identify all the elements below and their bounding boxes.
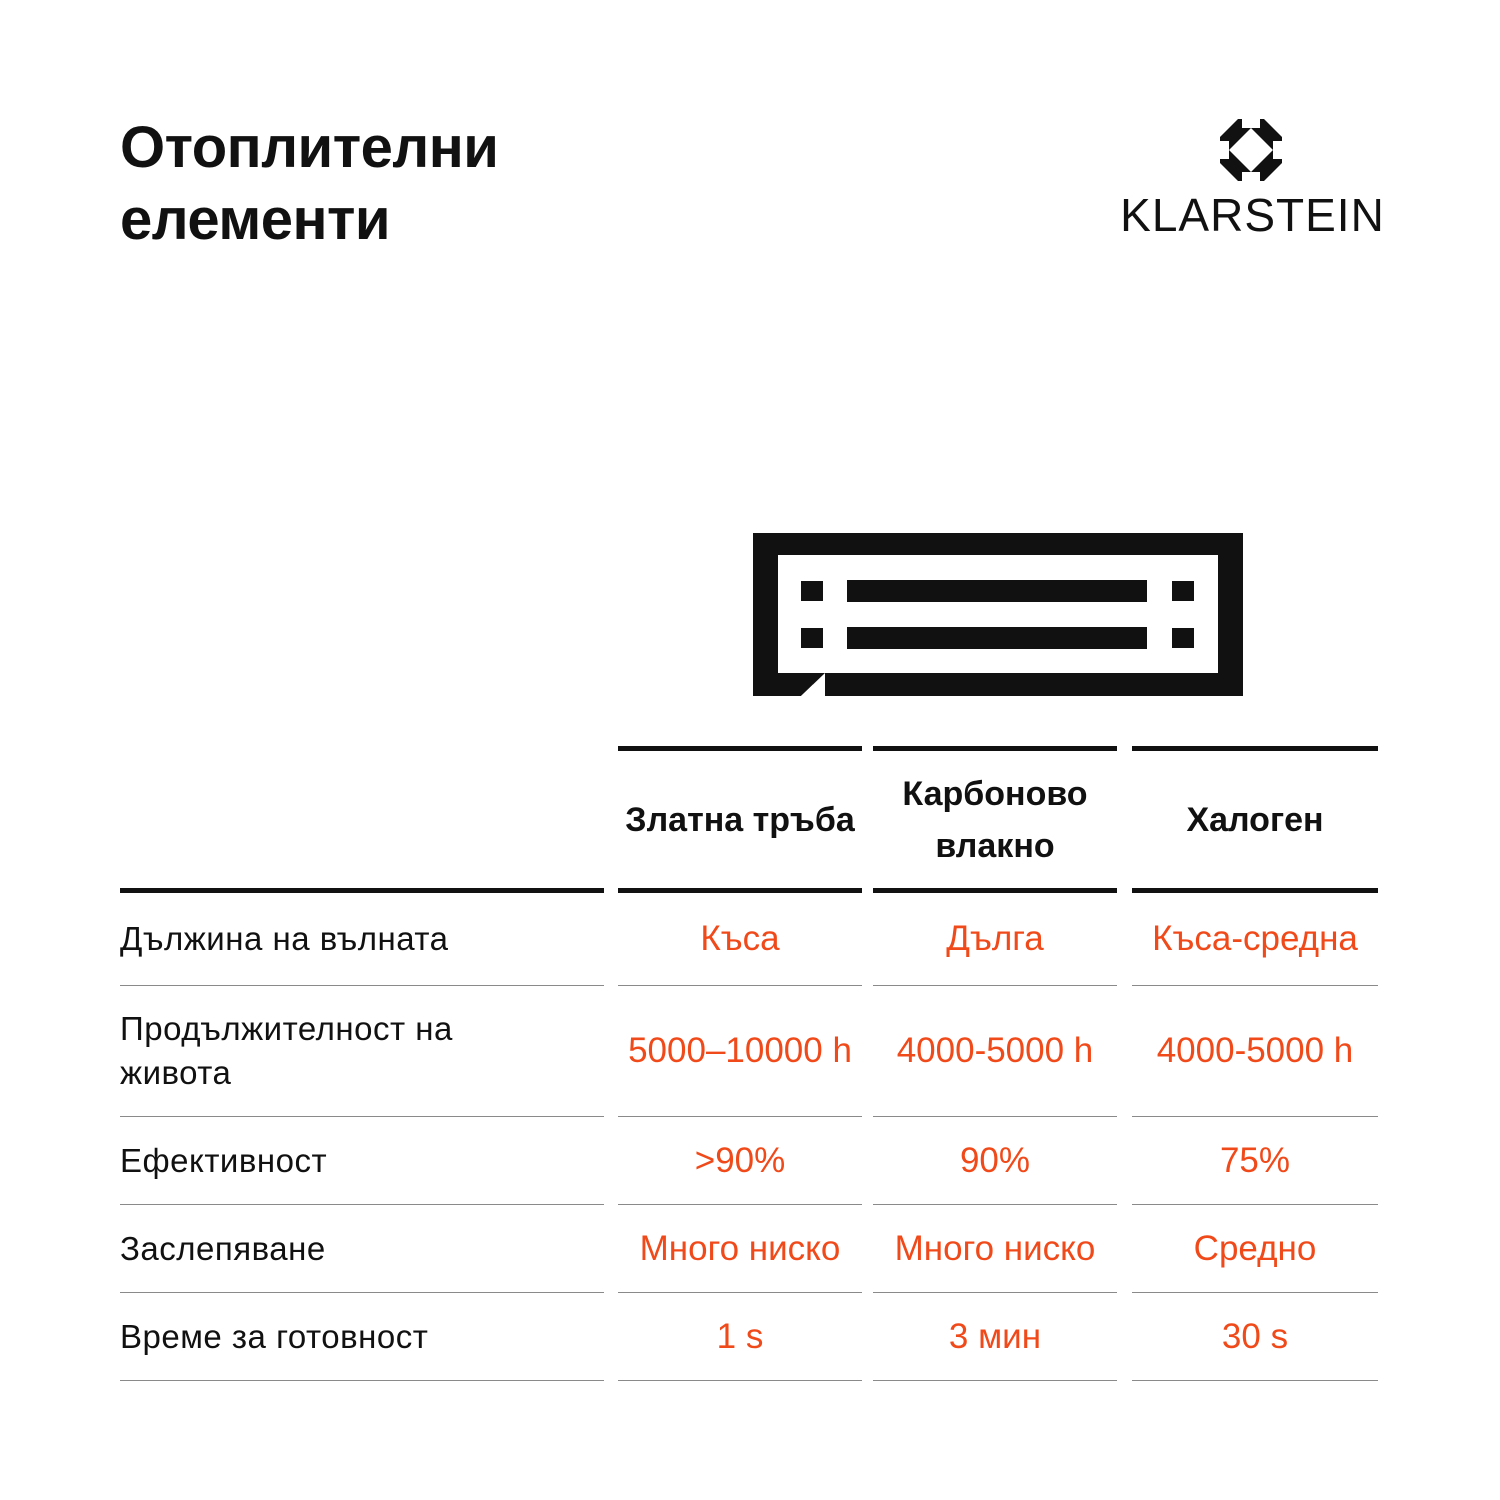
table-row: Време за готовност 1 s 3 мин 30 s: [120, 1293, 1378, 1380]
table-cell: 1 s: [716, 1316, 764, 1356]
page-title-line-1: Отоплителни: [120, 115, 499, 180]
row-divider: [873, 985, 1117, 986]
row-label: Време за готовност: [120, 1317, 429, 1355]
table-cell: Дълга: [946, 919, 1044, 958]
row-divider: [618, 985, 862, 986]
row-divider: [618, 1204, 862, 1205]
table-cell: 75%: [1219, 1140, 1291, 1180]
row-label: Дължина на вълната: [120, 920, 449, 957]
table-cell: Много ниско: [639, 1228, 841, 1268]
table-cell: 3 мин: [948, 1316, 1042, 1356]
page-title-line-2: елементи: [120, 187, 391, 252]
header-bottom-rule: [120, 888, 604, 893]
table-row: Продължителност на живота 5000–10000 h 4…: [120, 986, 1378, 1116]
column-header: Карбоново влакно: [902, 774, 1088, 865]
table-row: Заслепяване Много ниско Много ниско Сред…: [120, 1205, 1378, 1292]
header-bottom-rule: [1132, 888, 1378, 893]
header-bottom-rule: [618, 888, 862, 893]
row-divider: [1132, 1292, 1378, 1293]
table-cell: Много ниско: [894, 1228, 1096, 1268]
row-divider: [873, 1292, 1117, 1293]
row-divider: [873, 1116, 1117, 1117]
page-title: Отоплителни елементи: [120, 112, 499, 256]
column-header: Халоген: [1186, 800, 1324, 839]
table-cell: 4000-5000 h: [896, 1031, 1094, 1070]
table-cell: 4000-5000 h: [1156, 1031, 1354, 1070]
row-divider: [120, 1292, 604, 1293]
row-divider: [120, 1116, 604, 1117]
table-row: Дължина на вълната Къса Дълга Къса-средн…: [120, 893, 1378, 985]
table-cell: Къса: [700, 919, 780, 958]
table-cell: 90%: [959, 1140, 1031, 1180]
brand-logo: KLARSTEIN: [1120, 115, 1385, 245]
row-divider: [618, 1380, 862, 1381]
row-divider: [1132, 1204, 1378, 1205]
column-header: Златна тръба: [625, 800, 855, 839]
row-divider: [120, 1204, 604, 1205]
header-bottom-rule: [873, 888, 1117, 893]
row-label: Продължителност на живота: [120, 1010, 453, 1091]
row-label: Ефективност: [120, 1141, 328, 1179]
row-divider: [1132, 985, 1378, 986]
table-cell: 5000–10000 h: [628, 1031, 852, 1070]
heating-element-icon: [753, 533, 1243, 696]
row-divider: [1132, 1380, 1378, 1381]
header-top-rule: [1132, 746, 1378, 751]
row-divider: [873, 1380, 1117, 1381]
row-divider: [1132, 1116, 1378, 1117]
row-divider: [873, 1204, 1117, 1205]
table-header-row: Златна тръба Карбоново влакно Халоген: [120, 751, 1378, 888]
brand-name: KLARSTEIN: [1120, 189, 1385, 241]
header-top-rule: [618, 746, 862, 751]
row-label: Заслепяване: [120, 1229, 326, 1267]
table-cell: 30 s: [1221, 1316, 1289, 1356]
table-row: Ефективност >90% 90% 75%: [120, 1117, 1378, 1204]
table-cell: Къса-средна: [1152, 919, 1358, 958]
table-cell: >90%: [694, 1140, 786, 1180]
klarstein-octagon-logo-icon: [1220, 119, 1282, 181]
row-divider: [120, 985, 604, 986]
row-divider: [618, 1116, 862, 1117]
row-divider: [618, 1292, 862, 1293]
table-cell: Средно: [1193, 1228, 1317, 1268]
header-top-rule: [873, 746, 1117, 751]
row-divider: [120, 1380, 604, 1381]
